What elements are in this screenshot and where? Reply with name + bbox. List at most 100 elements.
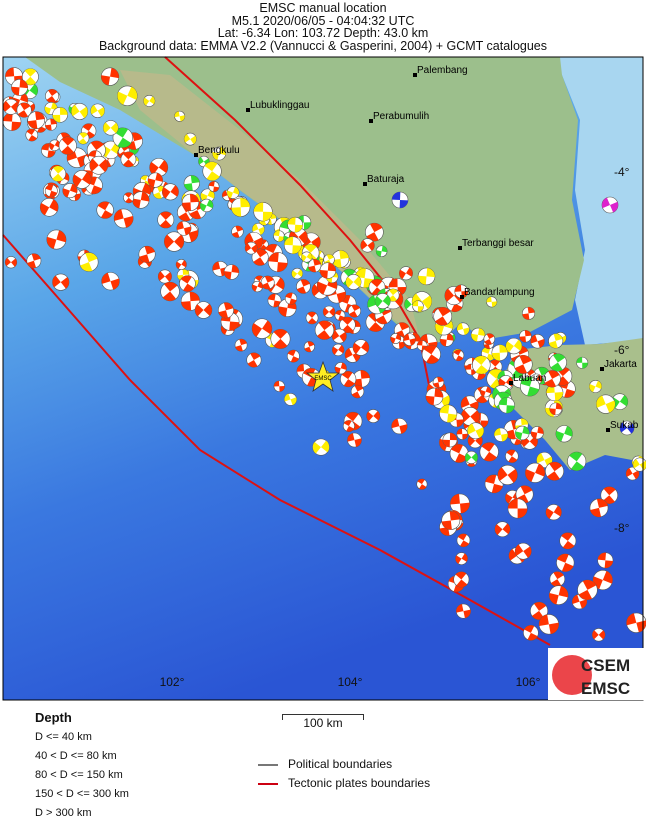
focal-mechanism-beachball[interactable] bbox=[101, 272, 120, 291]
focal-mechanism-beachball[interactable] bbox=[545, 504, 562, 521]
focal-mechanism-beachball[interactable] bbox=[4, 256, 18, 269]
focal-mechanism-beachball[interactable] bbox=[467, 422, 485, 440]
focal-mechanism-beachball[interactable] bbox=[548, 585, 569, 605]
focal-mechanism-beachball[interactable] bbox=[412, 300, 424, 312]
focal-mechanism-beachball[interactable] bbox=[549, 402, 563, 416]
focal-mechanism-beachball[interactable] bbox=[576, 356, 589, 369]
focal-mechanism-beachball[interactable] bbox=[312, 438, 330, 456]
focal-mechanism-beachball[interactable] bbox=[231, 197, 251, 217]
focal-mechanism-beachball[interactable] bbox=[322, 305, 336, 319]
focal-mechanism-beachball[interactable] bbox=[49, 139, 61, 151]
focal-mechanism-beachball[interactable] bbox=[251, 280, 264, 293]
focal-mechanism-beachball[interactable] bbox=[530, 334, 545, 349]
focal-mechanism-beachball[interactable] bbox=[223, 264, 240, 280]
focal-mechanism-beachball[interactable] bbox=[520, 376, 540, 397]
focal-mechanism-beachball[interactable] bbox=[514, 542, 532, 560]
focal-mechanism-beachball[interactable] bbox=[507, 498, 528, 519]
focal-mechanism-beachball[interactable] bbox=[46, 229, 67, 250]
focal-mechanism-beachball[interactable] bbox=[199, 198, 214, 213]
focal-mechanism-beachball[interactable] bbox=[545, 461, 565, 481]
focal-mechanism-beachball[interactable] bbox=[270, 328, 291, 349]
focal-mechanism-beachball[interactable] bbox=[284, 292, 298, 305]
focal-mechanism-beachball[interactable] bbox=[45, 88, 59, 103]
focal-mechanism-beachball[interactable] bbox=[525, 462, 546, 483]
focal-mechanism-beachball[interactable] bbox=[472, 355, 491, 375]
focal-mechanism-beachball[interactable] bbox=[11, 78, 28, 96]
focal-mechanism-beachball[interactable] bbox=[548, 333, 564, 349]
focal-mechanism-beachball[interactable] bbox=[334, 310, 346, 321]
focal-mechanism-beachball[interactable] bbox=[433, 306, 453, 326]
focal-mechanism-beachball[interactable] bbox=[291, 267, 303, 280]
focal-mechanism-beachball[interactable] bbox=[44, 101, 58, 116]
focal-mechanism-beachball[interactable] bbox=[522, 306, 536, 320]
focal-mechanism-beachball[interactable] bbox=[180, 291, 201, 311]
focal-mechanism-beachball[interactable] bbox=[331, 250, 350, 268]
focal-mechanism-beachball[interactable] bbox=[464, 450, 478, 464]
focal-mechanism-beachball[interactable] bbox=[2, 112, 22, 131]
focal-mechanism-beachball[interactable] bbox=[301, 251, 313, 263]
focal-mechanism-beachball[interactable] bbox=[96, 201, 114, 219]
focal-mechanism-beachball[interactable] bbox=[160, 281, 180, 302]
focal-mechanism-beachball[interactable] bbox=[543, 370, 561, 388]
focal-mechanism-beachball[interactable] bbox=[432, 376, 445, 389]
focal-mechanism-beachball[interactable] bbox=[334, 362, 347, 375]
focal-mechanism-beachball[interactable] bbox=[181, 193, 200, 211]
focal-mechanism-beachball[interactable] bbox=[596, 394, 616, 414]
focal-mechanism-beachball[interactable] bbox=[626, 612, 646, 633]
focal-mechanism-beachball[interactable] bbox=[246, 352, 262, 368]
focal-mechanism-beachball[interactable] bbox=[143, 95, 156, 107]
focal-mechanism-beachball[interactable] bbox=[365, 222, 384, 242]
focal-mechanism-beachball[interactable] bbox=[273, 230, 285, 242]
focal-mechanism-beachball[interactable] bbox=[559, 532, 577, 550]
focal-mechanism-beachball[interactable] bbox=[102, 120, 119, 136]
focal-mechanism-beachball[interactable] bbox=[260, 275, 275, 290]
focal-mechanism-beachball[interactable] bbox=[72, 170, 92, 189]
focal-mechanism-beachball[interactable] bbox=[200, 188, 215, 203]
focal-mechanism-beachball[interactable] bbox=[632, 457, 646, 472]
focal-mechanism-beachball[interactable] bbox=[267, 252, 288, 273]
focal-mechanism-beachball[interactable] bbox=[455, 552, 468, 565]
focal-mechanism-beachball[interactable] bbox=[138, 245, 156, 263]
focal-mechanism-beachball[interactable] bbox=[179, 275, 196, 292]
focal-mechanism-beachball[interactable] bbox=[453, 571, 470, 588]
focal-mechanism-beachball[interactable] bbox=[123, 192, 135, 204]
focal-mechanism-beachball[interactable] bbox=[577, 579, 598, 601]
focal-mechanism-beachball[interactable] bbox=[331, 328, 347, 344]
focal-mechanism-beachball[interactable] bbox=[555, 425, 573, 443]
focal-mechanism-beachball[interactable] bbox=[399, 266, 413, 281]
focal-mechanism-beachball[interactable] bbox=[120, 151, 137, 168]
focal-mechanism-beachball[interactable] bbox=[366, 409, 381, 423]
focal-mechanism-beachball[interactable] bbox=[251, 318, 273, 339]
focal-mechanism-beachball[interactable] bbox=[149, 158, 169, 177]
focal-mechanism-beachball[interactable] bbox=[456, 428, 469, 440]
focal-mechanism-beachball[interactable] bbox=[217, 302, 234, 319]
focal-mechanism-beachball[interactable] bbox=[234, 338, 248, 352]
focal-mechanism-beachball[interactable] bbox=[296, 279, 311, 294]
focal-mechanism-beachball[interactable] bbox=[52, 107, 68, 123]
focal-mechanism-beachball[interactable] bbox=[339, 316, 356, 334]
focal-mechanism-beachball[interactable] bbox=[452, 349, 465, 362]
focal-mechanism-beachball[interactable] bbox=[208, 181, 220, 193]
focal-mechanism-beachball[interactable] bbox=[77, 132, 90, 145]
focal-mechanism-beachball[interactable] bbox=[267, 293, 282, 308]
focal-mechanism-beachball[interactable] bbox=[352, 339, 370, 356]
focal-mechanism-beachball[interactable] bbox=[157, 211, 175, 229]
focal-mechanism-beachball[interactable] bbox=[226, 186, 240, 199]
focal-mechanism-beachball[interactable] bbox=[494, 521, 511, 538]
focal-mechanism-beachball[interactable] bbox=[345, 274, 362, 290]
focal-mechanism-beachball[interactable] bbox=[515, 425, 530, 441]
focal-mechanism-beachball[interactable] bbox=[486, 296, 498, 308]
focal-mechanism-beachball[interactable] bbox=[44, 184, 58, 198]
focal-mechanism-beachball[interactable] bbox=[497, 464, 518, 486]
focal-mechanism-beachball[interactable] bbox=[342, 420, 355, 432]
focal-mechanism-beachball[interactable] bbox=[253, 202, 273, 222]
focal-mechanism-beachball[interactable] bbox=[132, 191, 150, 209]
focal-mechanism-beachball[interactable] bbox=[449, 444, 469, 463]
focal-mechanism-beachball[interactable] bbox=[600, 486, 619, 504]
focal-mechanism-beachball[interactable] bbox=[164, 231, 185, 252]
focal-mechanism-beachball[interactable] bbox=[16, 102, 32, 118]
focal-mechanism-beachball[interactable] bbox=[470, 327, 486, 342]
focal-mechanism-beachball[interactable] bbox=[442, 432, 458, 448]
focal-mechanism-beachball[interactable] bbox=[26, 253, 42, 269]
focal-mechanism-beachball[interactable] bbox=[390, 333, 402, 344]
